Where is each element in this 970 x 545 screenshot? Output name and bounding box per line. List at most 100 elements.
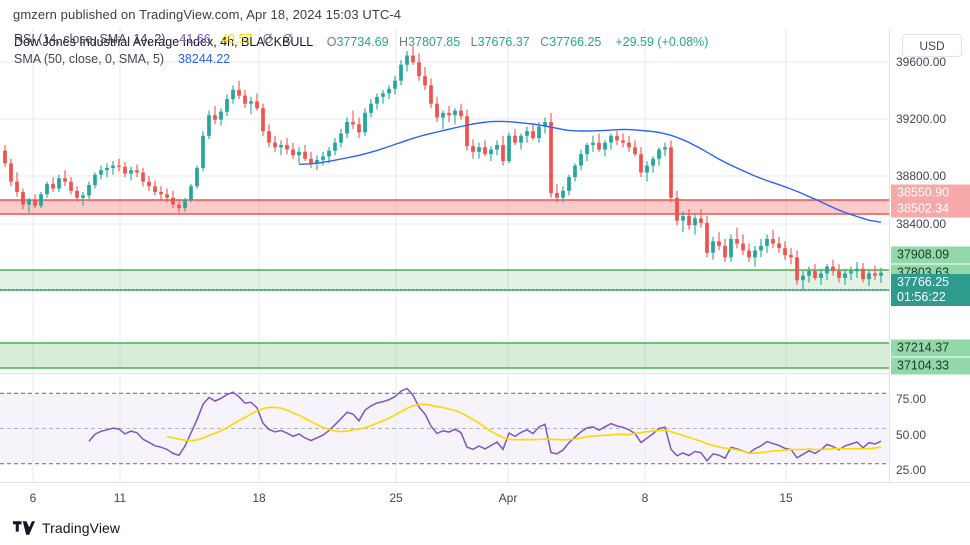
candle-body: [591, 142, 595, 145]
candle-body: [483, 147, 487, 155]
rsi-sma-line: [166, 403, 882, 455]
candle-body: [753, 250, 757, 258]
candle-body: [513, 135, 517, 143]
candle-body: [255, 101, 259, 109]
candle-body: [549, 122, 553, 194]
candle-body: [123, 166, 127, 174]
candle-body: [309, 158, 313, 164]
candle-body: [699, 218, 703, 223]
candle-body: [651, 158, 655, 166]
candle-body: [645, 165, 649, 173]
candle-body: [501, 144, 505, 162]
candle-body: [333, 142, 337, 151]
rsi-plot[interactable]: [0, 375, 889, 482]
time-tick-label: 15: [779, 491, 793, 505]
rsi-tick-label: 25.00: [896, 463, 927, 477]
price-pane[interactable]: [0, 28, 889, 372]
candle-body: [693, 218, 697, 226]
candle-body: [249, 101, 253, 104]
rsi-legend[interactable]: RSI (14, close, SMA, 14, 2) 41.66 40.57 …: [14, 32, 293, 46]
candle-body: [21, 191, 25, 205]
currency-badge[interactable]: USD: [902, 34, 962, 57]
candle-body: [567, 177, 571, 191]
candle-body: [489, 149, 493, 155]
candle-body: [495, 144, 499, 150]
price-level-band[interactable]: [0, 269, 889, 291]
candle-body: [105, 167, 109, 171]
candle-body: [705, 222, 709, 253]
rsi-tick-label: 50.00: [896, 428, 927, 442]
price-level-tag[interactable]: 38550.90: [891, 184, 970, 202]
candle-body: [27, 200, 31, 205]
candle-body: [231, 89, 235, 100]
candle-body: [363, 112, 367, 133]
price-level-tag[interactable]: 37214.37: [891, 339, 970, 357]
candle-body: [345, 122, 349, 134]
candle-body: [735, 238, 739, 244]
candle-body: [447, 112, 451, 116]
candle-body: [405, 55, 409, 65]
candle-body: [459, 110, 463, 117]
candle-body: [195, 167, 199, 187]
price-axis[interactable]: USD 39600.00 39200.00 38800.00 38400.00 385…: [889, 28, 970, 482]
candle-body: [237, 89, 241, 96]
candle-body: [573, 165, 577, 178]
candle-body: [87, 185, 91, 196]
candle-body: [747, 250, 751, 258]
price-level-tag[interactable]: 37104.33: [891, 357, 970, 375]
time-axis[interactable]: 6 11 18 25 Apr 8 15: [0, 482, 970, 510]
candle-body: [225, 99, 229, 112]
time-tick-label: 25: [389, 491, 403, 505]
price-level-band[interactable]: [0, 199, 889, 215]
publish-bar: gmzern published on TradingView.com, Apr…: [0, 0, 970, 28]
candle-body: [471, 146, 475, 152]
candle-body: [261, 108, 265, 132]
tradingview-brand: TradingView: [42, 519, 121, 536]
last-price-tag[interactable]: 37766.25 01:56:22: [891, 274, 970, 306]
candle-body: [627, 142, 631, 148]
candle-body: [57, 178, 61, 189]
candlestick-series[interactable]: [3, 46, 883, 290]
candle-body: [507, 135, 511, 162]
candle-body: [477, 147, 481, 152]
rsi-empty-2: Ø: [283, 32, 293, 46]
pane-separator: [0, 373, 889, 374]
price-tick-label: 39600.00: [896, 55, 947, 69]
candle-body: [741, 243, 745, 251]
candle-body: [729, 238, 733, 258]
candle-body: [813, 271, 817, 278]
price-level-tag[interactable]: 37908.09: [891, 246, 970, 264]
candle-body: [159, 191, 163, 195]
candle-body: [93, 174, 97, 186]
candle-body: [453, 110, 457, 116]
tradingview-logo-icon: [13, 520, 35, 535]
candle-body: [147, 181, 151, 187]
candle-body: [717, 241, 721, 246]
price-level-band[interactable]: [0, 342, 889, 369]
candle-body: [339, 133, 343, 143]
candle-body: [441, 112, 445, 118]
candle-body: [135, 170, 139, 173]
candle-body: [291, 149, 295, 156]
candle-body: [765, 238, 769, 246]
candle-body: [777, 243, 781, 249]
candle-body: [99, 170, 103, 175]
candle-body: [531, 131, 535, 139]
candle-body: [357, 124, 361, 133]
candle-body: [117, 165, 121, 167]
candle-body: [687, 216, 691, 226]
candle-body: [819, 273, 823, 278]
chart-frame[interactable]: Dow Jones Industrial Average Index, 4h, …: [0, 28, 970, 510]
candle-body: [375, 96, 379, 104]
price-tick-label: 38800.00: [896, 169, 947, 183]
rsi-sma-value: 40.57: [221, 32, 253, 46]
candle-body: [381, 93, 385, 97]
candle-body: [669, 147, 673, 198]
price-plot[interactable]: [0, 28, 889, 372]
price-level-tag[interactable]: 38502.34: [891, 200, 970, 218]
rsi-pane[interactable]: [0, 375, 889, 482]
candle-body: [633, 147, 637, 155]
candle-body: [129, 170, 133, 174]
candle-body: [297, 151, 301, 156]
candle-body: [273, 142, 277, 148]
